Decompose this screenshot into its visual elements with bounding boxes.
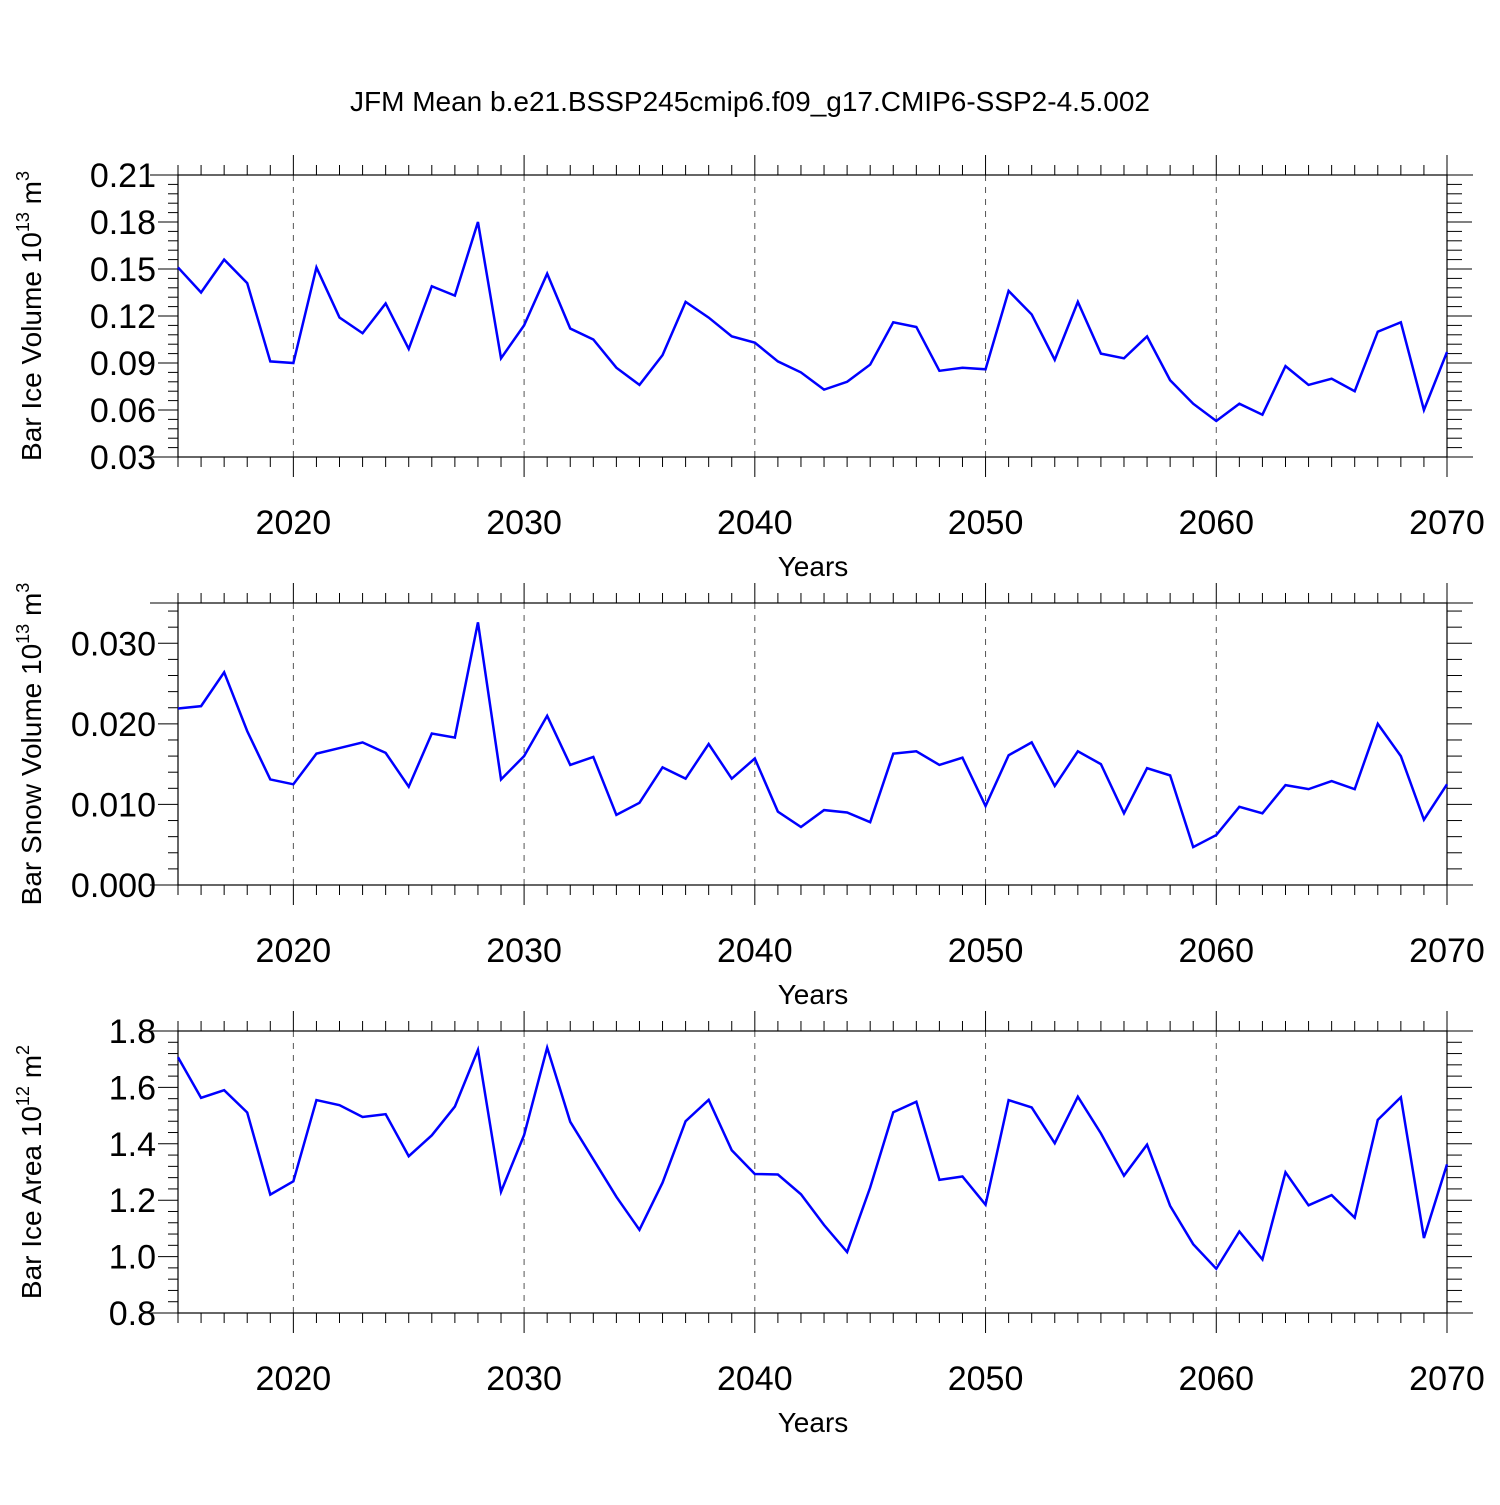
series-line	[178, 222, 1447, 421]
plot-frame	[178, 1031, 1447, 1313]
x-tick-label: 2020	[256, 1360, 332, 1398]
x-axis-label: Years	[778, 979, 849, 1010]
x-axis-label: Years	[778, 551, 849, 582]
y-tick-label: 0.020	[71, 706, 156, 744]
series-line	[178, 622, 1447, 847]
chart-panels: 0.03 0.06 0.09 0.12 0.15 0.18 0.21 2020 2030 2040…	[13, 155, 1485, 1438]
y-tick-label: 0.21	[90, 157, 156, 195]
chart-panel-3: 0.8 1.0 1.2 1.4 1.6 1.8 2020 2030 2040 2050 2060 20…	[13, 1011, 1485, 1438]
y-tick-label: 0.15	[90, 251, 156, 289]
x-tick-label: 2020	[256, 932, 332, 970]
y-tick-label: 0.09	[90, 345, 156, 383]
x-tick-label: 2050	[948, 504, 1024, 542]
x-tick-label: 2040	[717, 1360, 793, 1398]
y-tick-label: 0.18	[90, 204, 156, 242]
y-axis-label: Bar Ice Volume 1013 m3	[13, 171, 47, 461]
x-tick-label: 2070	[1409, 932, 1485, 970]
x-tick-label: 2050	[948, 1360, 1024, 1398]
y-tick-label: 0.000	[71, 867, 156, 905]
y-tick-label: 0.03	[90, 439, 156, 477]
y-tick-label: 0.06	[90, 392, 156, 430]
y-axis-label: Bar Ice Area 1012 m2	[13, 1045, 47, 1299]
y-tick-label: 1.4	[109, 1126, 156, 1164]
y-tick-label: 1.2	[109, 1182, 156, 1220]
y-tick-label: 1.0	[109, 1239, 156, 1277]
x-tick-label: 2070	[1409, 504, 1485, 542]
y-tick-label: 0.010	[71, 786, 156, 824]
x-tick-label: 2040	[717, 504, 793, 542]
x-tick-label: 2050	[948, 932, 1024, 970]
x-tick-label: 2020	[256, 504, 332, 542]
x-tick-label: 2060	[1178, 932, 1254, 970]
y-tick-label: 0.8	[109, 1295, 156, 1333]
plot-frame	[178, 175, 1447, 457]
x-tick-label: 2030	[486, 504, 562, 542]
y-tick-label: 0.030	[71, 625, 156, 663]
x-axis-label: Years	[778, 1407, 849, 1438]
x-tick-label: 2030	[486, 932, 562, 970]
x-tick-label: 2060	[1178, 1360, 1254, 1398]
y-tick-label: 1.6	[109, 1069, 156, 1107]
series-line	[178, 1048, 1447, 1269]
chart-panel-1: 0.03 0.06 0.09 0.12 0.15 0.18 0.21 2020 2030 2040…	[13, 155, 1485, 582]
x-tick-label: 2070	[1409, 1360, 1485, 1398]
y-tick-label: 1.8	[109, 1013, 156, 1051]
y-tick-label: 0.12	[90, 298, 156, 336]
chart-panel-2: 0.000 0.010 0.020 0.030 2020 2030 2040 2050 2060…	[13, 583, 1485, 1010]
x-tick-label: 2060	[1178, 504, 1254, 542]
y-axis-label: Bar Snow Volume 1013 m3	[13, 583, 47, 906]
x-tick-label: 2040	[717, 932, 793, 970]
chart-title: JFM Mean b.e21.BSSP245cmip6.f09_g17.CMIP…	[350, 86, 1150, 117]
x-tick-label: 2030	[486, 1360, 562, 1398]
